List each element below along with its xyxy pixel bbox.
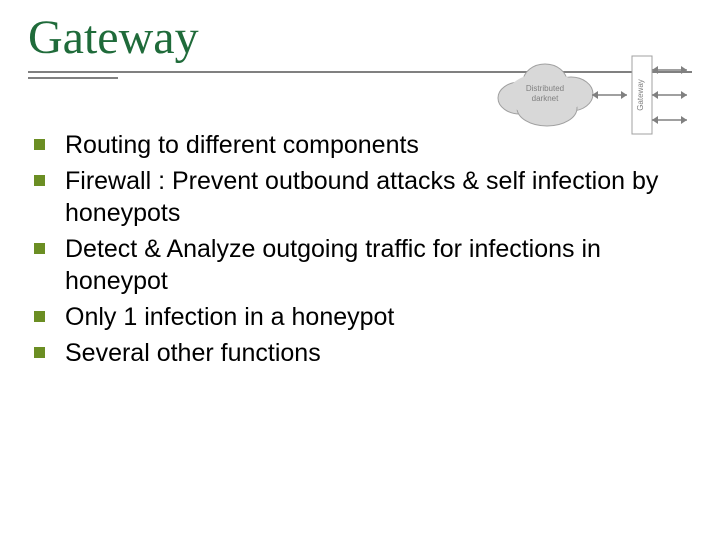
- bullet-icon: [34, 139, 45, 150]
- bullet-text: Firewall : Prevent outbound attacks & se…: [65, 165, 692, 229]
- cloud-label-line1: Distributed: [526, 84, 564, 93]
- bullet-icon: [34, 243, 45, 254]
- bullet-text: Detect & Analyze outgoing traffic for in…: [65, 233, 692, 297]
- bullet-list: Routing to different components Firewall…: [28, 129, 692, 369]
- bullet-text: Routing to different components: [65, 129, 419, 161]
- arrow-cloud-to-gateway: [592, 91, 627, 99]
- list-item: Only 1 infection in a honeypot: [34, 301, 692, 333]
- arrow-out-3: [652, 116, 687, 124]
- bullet-icon: [34, 175, 45, 186]
- list-item: Detect & Analyze outgoing traffic for in…: [34, 233, 692, 297]
- bullet-text: Several other functions: [65, 337, 321, 369]
- list-item: Several other functions: [34, 337, 692, 369]
- arrow-out-1: [652, 66, 687, 74]
- gateway-box-label: Gateway: [636, 79, 645, 111]
- bullet-text: Only 1 infection in a honeypot: [65, 301, 394, 333]
- cloud-label-line2: darknet: [532, 94, 559, 103]
- architecture-diagram: Distributed darknet Gateway: [487, 50, 692, 140]
- slide: Gateway Distributed darknet: [0, 0, 720, 540]
- bullet-icon: [34, 347, 45, 358]
- bullet-icon: [34, 311, 45, 322]
- list-item: Firewall : Prevent outbound attacks & se…: [34, 165, 692, 229]
- diagram-svg: Distributed darknet Gateway: [487, 50, 692, 140]
- arrow-out-2: [652, 91, 687, 99]
- rule-short: [28, 77, 118, 79]
